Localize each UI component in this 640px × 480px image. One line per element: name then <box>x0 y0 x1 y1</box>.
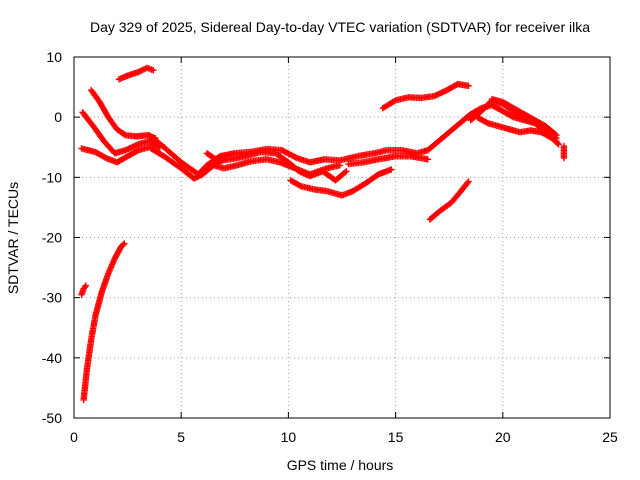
series-track-a <box>78 282 89 298</box>
series-track-b <box>80 240 128 404</box>
data-point <box>424 156 431 163</box>
data-point <box>137 67 145 74</box>
data-point <box>190 175 198 182</box>
chart-title: Day 329 of 2025, Sidereal Day-to-day VTE… <box>90 19 590 35</box>
data-point <box>560 154 568 162</box>
y-tick-label: -10 <box>42 169 62 185</box>
data-point <box>139 66 146 74</box>
y-axis-label: SDTVAR / TECUs <box>5 182 21 294</box>
data-point <box>552 131 559 138</box>
data-point <box>150 67 157 74</box>
data-point <box>336 162 344 169</box>
y-tick-label: -20 <box>42 230 62 246</box>
data-point <box>465 82 472 90</box>
series-track-f <box>78 144 228 182</box>
x-tick-label: 15 <box>388 429 404 445</box>
data-point <box>508 113 516 120</box>
data-point <box>120 241 127 248</box>
series-track-p <box>488 95 560 139</box>
data-point <box>121 240 128 247</box>
series-track-k <box>345 153 431 168</box>
series-track-g <box>145 101 560 178</box>
axis-ticks: 0 5 10 15 20 25 -50 -40 -30 -20 -10 0 10 <box>42 49 618 445</box>
data-point <box>343 168 350 175</box>
data-point <box>390 97 398 105</box>
data-point <box>133 147 141 155</box>
x-tick-label: 25 <box>602 429 618 445</box>
series-track-o <box>473 113 562 148</box>
data-point <box>554 140 561 147</box>
data-point <box>192 174 199 182</box>
series-track-e <box>79 109 163 157</box>
data-point <box>292 154 299 161</box>
x-tick-label: 10 <box>281 429 297 445</box>
data-point <box>553 132 560 139</box>
x-tick-label: 0 <box>70 429 78 445</box>
data-point <box>136 68 143 75</box>
series-track-c <box>115 64 157 83</box>
data-point <box>140 66 148 73</box>
data-point <box>341 169 349 176</box>
data-point <box>101 154 109 161</box>
y-tick-label: -50 <box>42 410 62 426</box>
x-tick-label: 20 <box>495 429 511 445</box>
series-track-i <box>210 156 344 178</box>
data-point <box>135 68 142 76</box>
y-tick-label: -40 <box>42 350 62 366</box>
series-track-m <box>426 178 472 223</box>
data-points <box>78 64 568 404</box>
series-track-j <box>287 166 395 199</box>
data-point <box>296 182 304 189</box>
data-point <box>465 178 472 185</box>
y-tick-label: 0 <box>54 109 62 125</box>
data-point <box>464 179 471 186</box>
data-point <box>483 119 490 126</box>
x-tick-label: 5 <box>177 429 185 445</box>
series-track-q <box>560 142 568 162</box>
data-point <box>388 166 395 173</box>
y-tick-label: 10 <box>46 49 62 65</box>
data-point <box>82 282 89 289</box>
series-track-l <box>379 80 472 112</box>
y-tick-label: -30 <box>42 290 62 306</box>
grid-lines <box>74 57 610 418</box>
x-axis-label: GPS time / hours <box>287 457 394 473</box>
data-point <box>555 141 562 148</box>
